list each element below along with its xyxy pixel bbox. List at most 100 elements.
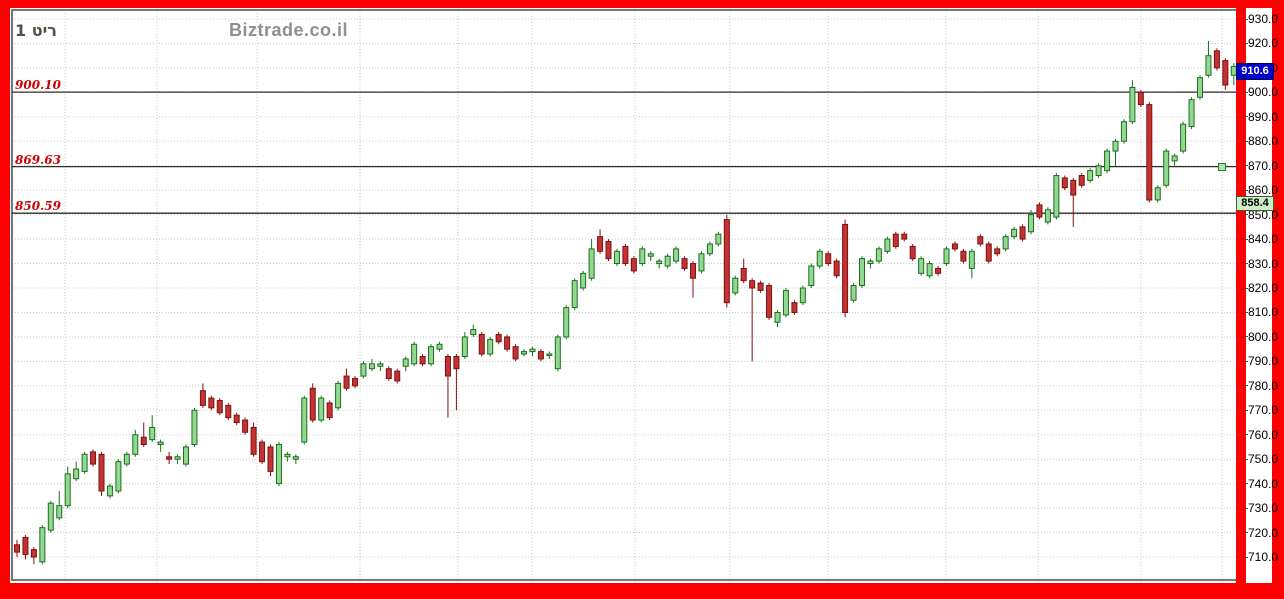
candle-body <box>183 446 189 465</box>
axis-tick-mark <box>1242 238 1248 240</box>
candle-body <box>1205 55 1212 76</box>
axis-tick-mark <box>1242 360 1248 362</box>
candle-body <box>985 243 992 262</box>
inner-background <box>10 8 1272 583</box>
axis-tick-label: 810.0 <box>1248 305 1279 320</box>
candle-body <box>1171 155 1178 162</box>
candle-body <box>521 351 527 355</box>
axis-tick-mark <box>1242 434 1248 436</box>
axis-tick-mark <box>1242 532 1248 534</box>
axis-tick-mark <box>1242 189 1248 191</box>
candle-body <box>242 419 249 433</box>
candle-body <box>309 387 316 421</box>
candle-body <box>123 453 130 465</box>
candle-body <box>140 436 147 446</box>
candle-body <box>444 355 451 377</box>
candle-body <box>47 502 54 531</box>
candle-body <box>402 358 409 367</box>
candle-body <box>115 461 122 492</box>
candle-body <box>546 353 553 357</box>
axis-tick-mark <box>1242 336 1248 338</box>
candle-body <box>698 253 705 272</box>
axis-tick-mark <box>1242 140 1248 142</box>
candle-body <box>681 258 688 269</box>
candle-body <box>14 544 20 553</box>
candle-body <box>757 282 764 291</box>
candle-body <box>850 285 857 301</box>
candle-body <box>766 285 773 318</box>
candle-body <box>1053 175 1060 218</box>
candle-body <box>495 333 502 343</box>
candle-body <box>368 363 375 370</box>
candle-body <box>174 456 181 460</box>
candle-body <box>571 280 578 309</box>
candle-body <box>656 260 663 265</box>
candle-body <box>318 397 325 421</box>
axis-tick-mark <box>1242 91 1248 93</box>
axis-tick-mark <box>1242 263 1248 265</box>
candle-body <box>799 287 806 304</box>
candle-body <box>1137 91 1144 106</box>
candle-body <box>816 250 823 267</box>
candle-body <box>98 453 105 492</box>
candle-body <box>1197 77 1203 98</box>
candle-body <box>605 241 612 260</box>
candle-body <box>73 468 80 480</box>
axis-tick-label: 880.0 <box>1248 134 1279 149</box>
axis-tick-mark <box>1242 385 1248 387</box>
axis-tick-label: 930.0 <box>1248 12 1279 26</box>
candle-body <box>56 505 63 519</box>
candle-body <box>977 236 984 245</box>
candle-body <box>1188 99 1195 128</box>
candle-body <box>352 377 358 387</box>
candle-body <box>960 250 967 262</box>
candle-body <box>875 248 882 262</box>
candle-body <box>740 267 747 282</box>
candle-body <box>892 233 899 247</box>
axis-tick-mark <box>1242 507 1248 509</box>
candle-body <box>647 253 654 257</box>
candle-body <box>613 250 620 265</box>
axis-tick-label: 860.0 <box>1248 183 1279 198</box>
candle-body <box>833 260 840 277</box>
candle-body <box>673 248 680 262</box>
candle-body <box>259 441 266 463</box>
candle-body <box>774 311 781 323</box>
candle-body <box>461 336 468 357</box>
axis-tick-label: 760.0 <box>1248 427 1279 442</box>
candle-body <box>1011 228 1018 238</box>
candle-body <box>106 485 113 497</box>
candle-body <box>926 263 933 277</box>
candle-body <box>1078 175 1085 186</box>
candle-body <box>1146 104 1153 201</box>
axis-tick-label: 770.0 <box>1248 403 1279 418</box>
candle-body <box>39 527 46 563</box>
candle-body <box>428 346 435 365</box>
candle-body <box>1070 179 1077 196</box>
current-price-tag: 910.6 <box>1236 63 1274 80</box>
candle-body <box>918 258 925 274</box>
axis-tick-mark <box>1242 287 1248 289</box>
candle-body <box>360 363 367 377</box>
axis-tick-label: 840.0 <box>1248 232 1279 247</box>
candle-body <box>64 473 71 507</box>
candle-body <box>943 248 950 265</box>
candle-body <box>191 409 198 446</box>
candle-body <box>326 402 333 419</box>
candle-body <box>419 355 426 365</box>
candle-body <box>275 444 282 485</box>
candle-body <box>901 233 908 240</box>
candle-body <box>90 451 97 465</box>
candle-body <box>504 336 511 350</box>
candle-body <box>301 397 308 443</box>
candle-body <box>554 336 561 370</box>
candle-body <box>81 453 88 472</box>
candle-body <box>1028 214 1034 233</box>
candle-body <box>1129 86 1136 123</box>
candle-body <box>157 441 164 446</box>
candle-body <box>808 265 815 287</box>
secondary-price-tag: 858.4 <box>1236 196 1274 211</box>
candle-body <box>791 302 798 313</box>
axis-tick-label: 710.0 <box>1248 550 1279 564</box>
